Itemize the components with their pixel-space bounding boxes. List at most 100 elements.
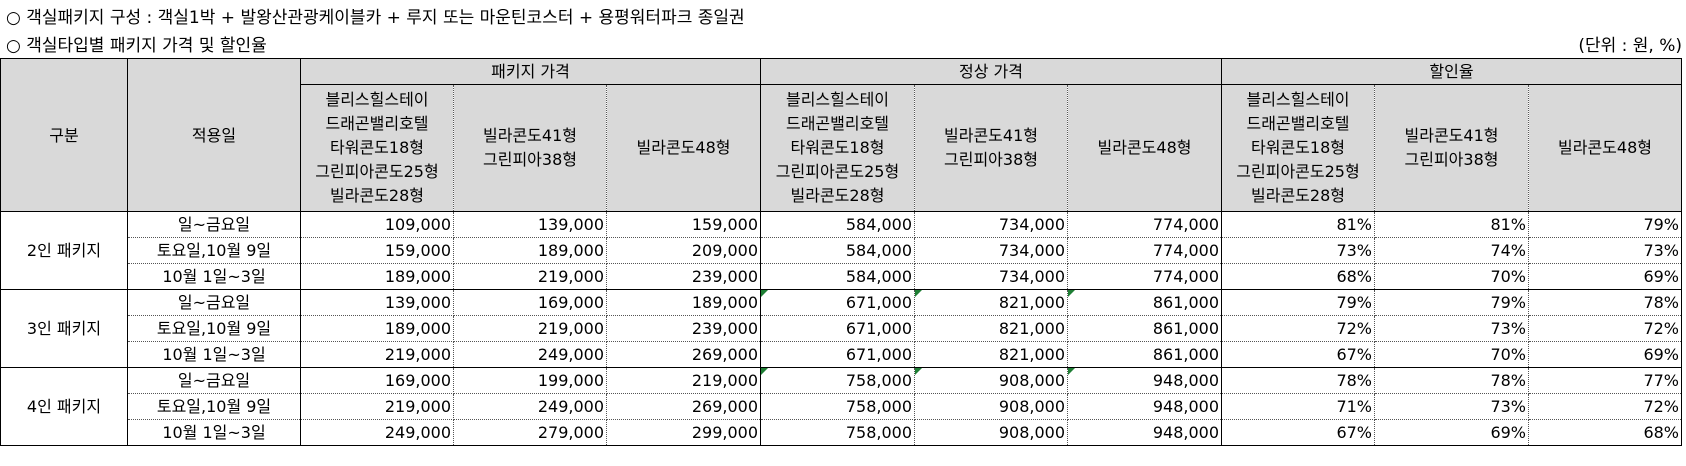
room-type-label: 블리스힐스테이 (325, 90, 429, 109)
table-row: 4인 패키지 일~금요일 169,000 199,000 219,000 758,000 9… (0, 367, 1682, 446)
room-type-label: 빌라콘도48형 (636, 138, 731, 157)
discount-rate-cell: 79% (1528, 211, 1682, 238)
header-room-type: 블리스힐스테이 드래곤밸리호텔 타워콘도18형 그린피아콘도25형 빌라콘도28형 (300, 84, 454, 212)
table-row: 2인 패키지 일~금요일 109,000 139,000 159,000 584,000 7… (0, 211, 1682, 290)
package-price-cell: 209,000 (606, 237, 761, 264)
regular-price-cell: 758,000 (760, 393, 915, 420)
apply-date-cell: 일~금요일 (127, 367, 301, 394)
discount-rate-cell: 69% (1374, 419, 1529, 446)
discount-rate-cell: 74% (1374, 237, 1529, 264)
room-type-label: 빌라콘도48형 (1097, 138, 1192, 157)
package-price-cell: 189,000 (300, 315, 454, 342)
regular-price-cell: 948,000 (1067, 419, 1222, 446)
cell-value: 821,000 (998, 293, 1065, 312)
regular-price-cell: 948,000 (1067, 393, 1222, 420)
room-type-label: 그린피아콘도25형 (315, 162, 439, 181)
header-room-type: 블리스힐스테이 드래곤밸리호텔 타워콘도18형 그린피아콘도25형 빌라콘도28형 (1221, 84, 1375, 212)
discount-rate-cell: 70% (1374, 263, 1529, 290)
room-type-label: 드래곤밸리호텔 (1246, 114, 1350, 133)
table-row: 토요일,10월 9일 189,000 219,000 239,000 671,000 82… (1, 315, 1682, 342)
regular-price-cell: 584,000 (760, 263, 915, 290)
unit-note: (단위 : 원, %) (1578, 36, 1682, 56)
header-category: 구분 (0, 58, 128, 212)
apply-date-cell: 토요일,10월 9일 (127, 393, 301, 420)
package-price-cell: 219,000 (606, 367, 761, 394)
regular-price-cell: 734,000 (914, 237, 1068, 264)
regular-price-cell: 734,000 (914, 211, 1068, 238)
package-price-cell: 109,000 (300, 211, 454, 238)
table-row: 3인 패키지 일~금요일 139,000 169,000 189,000 671,000 8… (0, 289, 1682, 368)
room-type-label: 그린피아38형 (483, 150, 577, 169)
room-type-label: 블리스힐스테이 (785, 90, 890, 109)
discount-rate-cell: 73% (1221, 237, 1375, 264)
discount-rate-cell: 71% (1221, 393, 1375, 420)
header-group-regular-price: 정상 가격 (760, 58, 1222, 85)
package-price-cell: 189,000 (606, 289, 761, 316)
package-price-cell: 169,000 (300, 367, 454, 394)
package-composition-note: ○ 객실패키지 구성 : 객실1박 + 발왕산관광케이블카 + 루지 또는 마운… (6, 8, 745, 28)
package-price-cell: 269,000 (606, 393, 761, 420)
discount-rate-cell: 68% (1221, 263, 1375, 290)
header-apply-date: 적용일 (127, 58, 301, 212)
table-row: 토요일,10월 9일 219,000 249,000 269,000 758,000 90… (1, 393, 1682, 420)
discount-rate-cell: 81% (1374, 211, 1529, 238)
table-row: 10월 1일~3일 189,000 219,000 239,000 584,000 734… (1, 263, 1682, 290)
package-price-cell: 159,000 (300, 237, 454, 264)
header-group-discount-rate: 할인율 (1221, 58, 1682, 85)
apply-date-cell: 토요일,10월 9일 (127, 315, 301, 342)
package-price-cell: 279,000 (453, 419, 607, 446)
package-price-cell: 169,000 (453, 289, 607, 316)
room-type-label: 블리스힐스테이 (1246, 90, 1350, 109)
regular-price-cell: 774,000 (1067, 211, 1222, 238)
discount-rate-cell: 72% (1528, 393, 1682, 420)
package-price-cell: 159,000 (606, 211, 761, 238)
package-price-cell: 249,000 (300, 419, 454, 446)
regular-price-cell: 908,000 (914, 393, 1068, 420)
room-type-label: 타워콘도18형 (1251, 138, 1345, 157)
package-price-cell: 219,000 (453, 263, 607, 290)
room-type-label: 타워콘도18형 (330, 138, 424, 157)
discount-rate-cell: 72% (1221, 315, 1375, 342)
discount-rate-cell: 73% (1528, 237, 1682, 264)
regular-price-cell: 908,000 (914, 367, 1068, 394)
discount-rate-cell: 78% (1221, 367, 1375, 394)
table-row: 토요일,10월 9일 159,000 189,000 209,000 584,000 73… (1, 237, 1682, 264)
room-type-label: 그린피아38형 (1404, 150, 1499, 169)
discount-rate-cell: 73% (1374, 315, 1529, 342)
package-group-label: 2인 패키지 (0, 211, 128, 290)
regular-price-cell: 861,000 (1067, 341, 1222, 368)
discount-rate-cell: 72% (1528, 315, 1682, 342)
package-price-cell: 239,000 (606, 263, 761, 290)
regular-price-cell: 908,000 (914, 419, 1068, 446)
regular-price-cell: 758,000 (760, 419, 915, 446)
room-type-label: 빌라콘도28형 (330, 186, 424, 205)
package-price-cell: 269,000 (606, 341, 761, 368)
header-room-type: 빌라콘도48형 (1067, 84, 1222, 212)
package-group-label: 4인 패키지 (0, 367, 128, 446)
room-type-label: 빌라콘도41형 (944, 126, 1038, 145)
package-price-cell: 139,000 (453, 211, 607, 238)
package-price-table: 구분 적용일 패키지 가격 정상 가격 할인율 블리스힐스테이 드래곤밸리호텔 타워… (0, 58, 1682, 446)
regular-price-cell: 734,000 (914, 263, 1068, 290)
room-type-label: 빌라콘도41형 (483, 126, 577, 145)
discount-rate-cell: 79% (1221, 289, 1375, 316)
header-room-type: 빌라콘도41형 그린피아38형 (1374, 84, 1529, 212)
regular-price-cell: 671,000 (760, 341, 915, 368)
discount-rate-cell: 77% (1528, 367, 1682, 394)
cell-comment-marker (761, 290, 768, 297)
header-room-type: 블리스힐스테이 드래곤밸리호텔 타워콘도18형 그린피아콘도25형 빌라콘도28형 (760, 84, 915, 212)
room-type-label: 빌라콘도28형 (1251, 186, 1345, 205)
cell-value: 671,000 (845, 293, 912, 312)
apply-date-cell: 10월 1일~3일 (127, 263, 301, 290)
regular-price-cell: 821,000 (914, 341, 1068, 368)
room-type-label: 그린피아38형 (944, 150, 1038, 169)
package-price-cell: 139,000 (300, 289, 454, 316)
apply-date-cell: 토요일,10월 9일 (127, 237, 301, 264)
regular-price-cell: 758,000 (760, 367, 915, 394)
package-price-cell: 239,000 (606, 315, 761, 342)
regular-price-cell: 948,000 (1067, 367, 1222, 394)
discount-rate-cell: 67% (1221, 419, 1375, 446)
cell-comment-marker (1068, 290, 1075, 297)
package-price-cell: 219,000 (300, 393, 454, 420)
